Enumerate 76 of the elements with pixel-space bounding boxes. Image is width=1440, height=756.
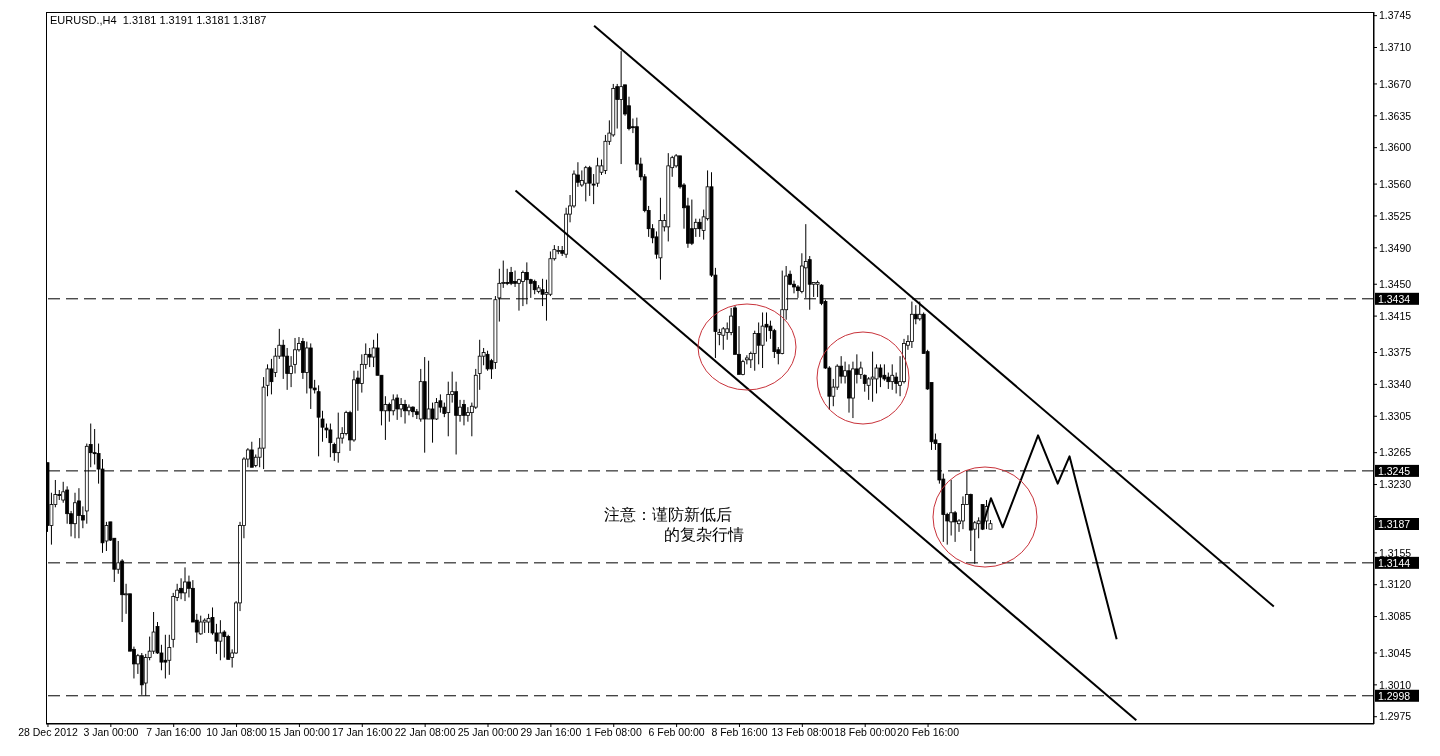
x-tick-label: 15 Jan 00:00 xyxy=(269,726,330,739)
x-tick-label: 25 Jan 00:00 xyxy=(457,726,519,739)
y-tick-label: 1.3375 xyxy=(1379,346,1412,359)
candlestick xyxy=(870,351,875,403)
candlestick xyxy=(198,615,203,636)
y-tick-label: 1.3745 xyxy=(1379,9,1412,22)
y-tick-label: 1.3155 xyxy=(1379,546,1412,559)
x-tick-label: 29 Jan 16:00 xyxy=(520,726,582,739)
x-tick-label: 20 Feb 16:00 xyxy=(897,726,960,739)
text: 1.3187 xyxy=(1375,518,1419,530)
y-tick-label: 1.3560 xyxy=(1379,177,1412,190)
candlestick xyxy=(395,393,400,421)
candlestick xyxy=(446,381,451,437)
ref-line-label: 1.3144 xyxy=(1378,556,1411,569)
candlestick xyxy=(411,405,415,418)
candlestick xyxy=(839,355,844,384)
x-tick-label: 7 Jan 16:00 xyxy=(146,726,202,739)
candlestick xyxy=(183,566,187,602)
y-tick-label: 1.3525 xyxy=(1379,209,1412,222)
x-tick-label: 13 Feb 08:00 xyxy=(771,726,834,739)
x-tick-label: 22 Jan 08:00 xyxy=(394,726,456,739)
y-tick-label: 1.3635 xyxy=(1379,109,1412,122)
candlestick xyxy=(328,423,333,458)
candlestick xyxy=(689,199,694,246)
candlestick xyxy=(407,403,411,416)
candlestick xyxy=(462,399,466,426)
ref-line-label: 1.3434 xyxy=(1378,292,1411,305)
y-tick-label: 1.3120 xyxy=(1379,578,1412,591)
candlestick xyxy=(281,339,286,380)
candlestick xyxy=(890,363,895,391)
candlestick xyxy=(426,360,431,420)
candlestick xyxy=(77,487,81,539)
y-tick-label: 1.3415 xyxy=(1379,309,1412,322)
y-tick-label: 1.3710 xyxy=(1379,41,1412,54)
x-tick-label: 3 Jan 00:00 xyxy=(83,726,139,739)
candlestick xyxy=(756,321,761,365)
y-tick-label: 1.3340 xyxy=(1379,378,1412,391)
x-tick-label: 18 Feb 00:00 xyxy=(834,726,897,739)
candlestick xyxy=(179,577,183,600)
y-tick-label: 1.2975 xyxy=(1379,710,1412,723)
y-tick-label: 1.3010 xyxy=(1379,678,1412,691)
x-tick-label: 10 Jan 08:00 xyxy=(206,726,268,739)
y-tick-label: 1.3305 xyxy=(1379,409,1412,422)
candlestick xyxy=(249,441,254,468)
candlestick xyxy=(430,402,435,444)
candlestick xyxy=(163,634,168,679)
candlestick xyxy=(721,326,726,351)
candlestick xyxy=(509,266,514,286)
candlestick xyxy=(760,311,765,369)
y-tick-label: 1.3670 xyxy=(1379,77,1412,90)
y-tick-label: 1.3450 xyxy=(1379,277,1412,290)
candlestick xyxy=(953,510,957,543)
x-tick-label: 6 Feb 00:00 xyxy=(648,726,705,739)
chart-title: EURUSD.,H4 1.3181 1.3191 1.3181 1.3187 xyxy=(50,14,267,26)
candlestick xyxy=(399,397,404,418)
x-tick-label: 28 Dec 2012 xyxy=(18,726,78,739)
candlestick xyxy=(403,399,407,425)
candlestick xyxy=(513,270,517,288)
x-tick-label: 17 Jan 16:00 xyxy=(331,726,393,739)
y-tick-label: 1.3265 xyxy=(1379,446,1412,459)
y-tick-label: 1.3490 xyxy=(1379,241,1412,254)
annotation: 注意：谨防新低后的复杂行情 xyxy=(604,505,745,545)
y-tick-label: 1.3045 xyxy=(1379,646,1412,659)
x-tick-label: 8 Feb 16:00 xyxy=(711,726,768,739)
candlestick xyxy=(961,495,965,530)
y-tick-label: 1.3085 xyxy=(1379,610,1412,623)
y-tick-label: 1.3600 xyxy=(1379,141,1412,154)
x-tick-label: 1 Feb 08:00 xyxy=(585,726,642,739)
candlestick xyxy=(226,634,231,660)
ref-line-label: 1.2998 xyxy=(1378,689,1411,702)
ref-line-label: 1.3245 xyxy=(1378,464,1411,477)
candlestick xyxy=(218,619,223,661)
candlestick xyxy=(73,492,77,539)
candlestick xyxy=(387,402,392,423)
candlestick xyxy=(367,347,372,368)
y-tick-label: 1.3230 xyxy=(1379,478,1412,491)
